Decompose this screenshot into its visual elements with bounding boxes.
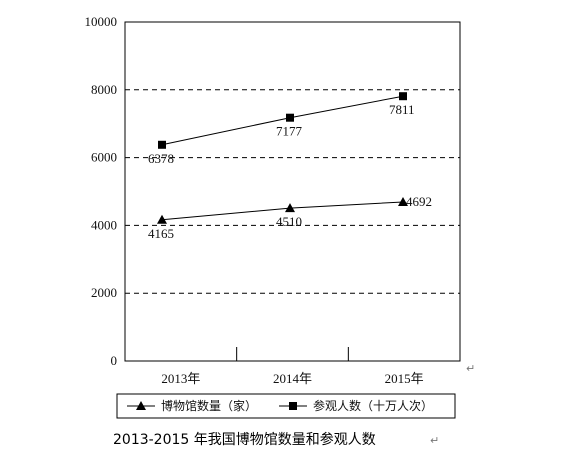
- legend-marker-triangle: [136, 401, 146, 410]
- y-tick-label: 0: [111, 353, 118, 368]
- y-tick-label: 6000: [91, 150, 117, 165]
- paragraph-mark: ↵: [430, 434, 439, 447]
- y-tick-label: 8000: [91, 82, 117, 97]
- paragraph-mark-corner: ↵: [466, 362, 475, 375]
- data-point-triangle: [398, 196, 408, 206]
- y-tick-label: 10000: [85, 14, 118, 29]
- data-point-triangle: [285, 203, 295, 213]
- plot-frame: [124, 21, 461, 362]
- legend: 博物馆数量（家） 参观人数（十万人次）: [116, 393, 456, 419]
- legend-marker-square: [289, 402, 297, 410]
- x-tick-label: 2015年: [385, 371, 424, 386]
- series-group: [157, 92, 408, 224]
- y-tick-label: 2000: [91, 285, 117, 300]
- data-label: 7811: [389, 102, 415, 117]
- data-label: 4510: [276, 214, 302, 229]
- chart-caption: 2013-2015 年我国博物馆数量和参观人数: [113, 431, 376, 448]
- legend-label: 博物馆数量（家）: [161, 398, 257, 413]
- data-point-triangle: [157, 214, 167, 224]
- data-label: 4165: [148, 226, 174, 241]
- labels-group: 0 2000 4000 6000 8000 10000 2013年 2014年 2015年 416…: [85, 14, 433, 386]
- x-tick-label: 2013年: [161, 371, 200, 386]
- data-label: 7177: [276, 124, 303, 139]
- data-point-square: [286, 113, 294, 122]
- axes: [124, 21, 461, 362]
- legend-label: 参观人数（十万人次）: [313, 398, 433, 413]
- data-point-square: [158, 140, 166, 149]
- data-label: 6378: [148, 151, 174, 166]
- x-tick-label: 2014年: [273, 371, 312, 386]
- y-tick-label: 4000: [91, 217, 117, 232]
- data-label: 4692: [406, 194, 432, 209]
- gridlines: [125, 89, 460, 294]
- data-point-square: [399, 92, 407, 101]
